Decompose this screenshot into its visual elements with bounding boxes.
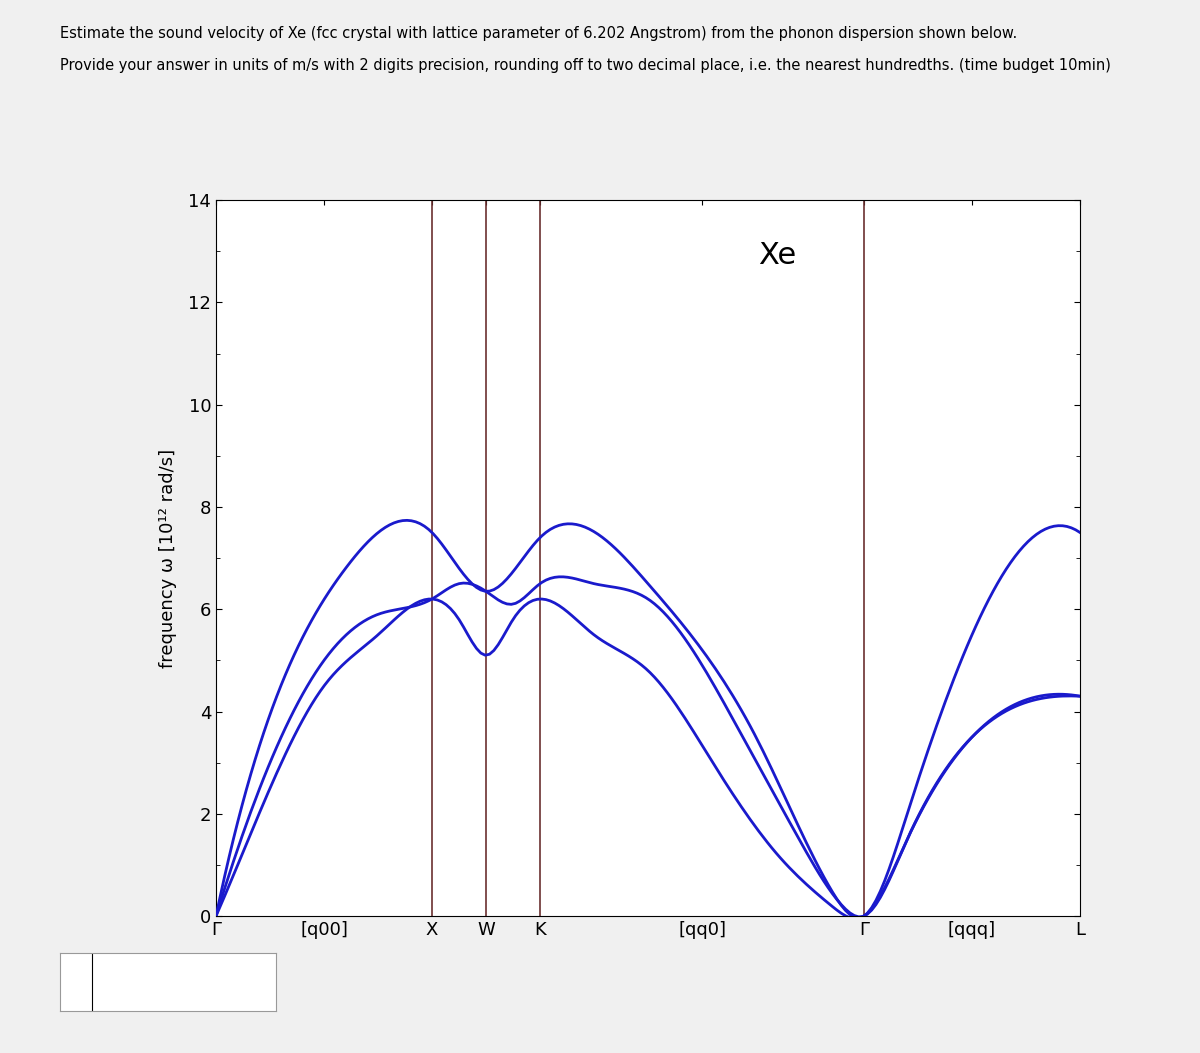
Text: Provide your answer in units of m/s with 2 digits precision, rounding off to two: Provide your answer in units of m/s with… (60, 58, 1111, 73)
Y-axis label: frequency ω [10¹² rad/s]: frequency ω [10¹² rad/s] (160, 449, 178, 668)
Text: Estimate the sound velocity of Xe (fcc crystal with lattice parameter of 6.202 A: Estimate the sound velocity of Xe (fcc c… (60, 26, 1018, 41)
Text: Xe: Xe (758, 241, 797, 270)
